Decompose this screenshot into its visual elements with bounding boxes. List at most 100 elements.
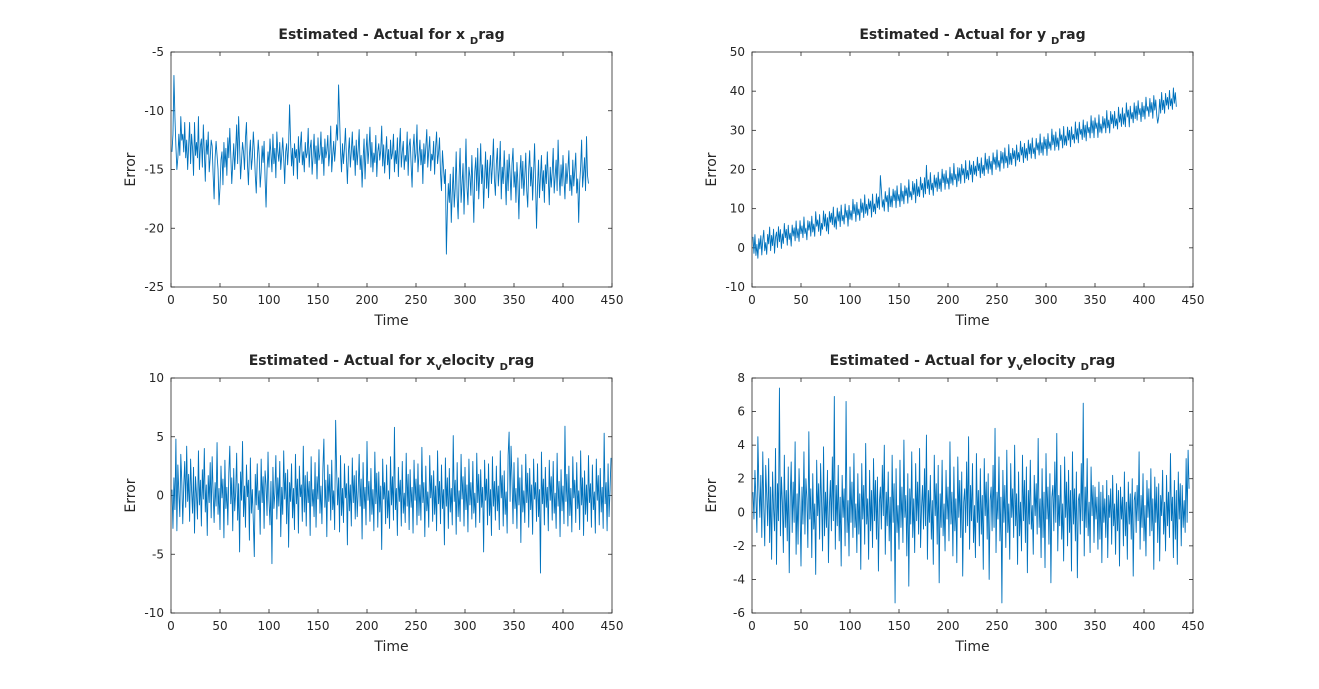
x-tick-label: 350 xyxy=(503,293,526,307)
x-tick-label: 0 xyxy=(748,293,756,307)
chart-panel-2: 0 50 100 150 200 250 300 350 400 450-100102030405… xyxy=(704,27,1204,329)
x-tick-label: 400 xyxy=(1133,619,1156,633)
x-tick-label: 350 xyxy=(1084,619,1107,633)
title-subscript: D xyxy=(500,362,508,373)
title-subscript: D xyxy=(1051,36,1059,47)
title-text: Estimated - Actual for x xyxy=(249,353,436,369)
x-tick-label: 50 xyxy=(793,293,808,307)
x-tick-label: 200 xyxy=(937,293,960,307)
x-tick-label: 300 xyxy=(1035,293,1058,307)
x-tick-label: 200 xyxy=(356,293,379,307)
y-tick-label: -10 xyxy=(144,606,164,620)
y-tick-label: -20 xyxy=(144,221,164,235)
x-tick-label: 50 xyxy=(212,293,227,307)
x-tick-label: 250 xyxy=(405,619,428,633)
plot-area xyxy=(751,51,1194,288)
y-tick-label: -5 xyxy=(152,45,164,59)
x-tick-label: 450 xyxy=(1182,293,1205,307)
y-tick-label: -5 xyxy=(152,547,164,561)
x-tick-label: 50 xyxy=(793,619,808,633)
chart-panel-1: 0 50 100 150 200 250 300 350 400 450 -25 -20 -15 -10 -… xyxy=(123,27,623,329)
x-tick-label: 400 xyxy=(552,293,575,307)
title-text: rag xyxy=(1059,27,1085,43)
y-tick-label: 10 xyxy=(149,371,164,385)
y-tick-label: 6 xyxy=(737,405,745,419)
y-tick-label: -10 xyxy=(144,104,164,118)
x-tick-label: 400 xyxy=(552,619,575,633)
title-text: rag xyxy=(1089,353,1115,369)
x-tick-label: 150 xyxy=(888,293,911,307)
x-tick-label: 150 xyxy=(307,293,330,307)
x-tick-label: 150 xyxy=(307,619,330,633)
y-tick-label: 0 xyxy=(737,505,745,519)
x-tick-label: 250 xyxy=(405,293,428,307)
y-tick-label: 30 xyxy=(730,123,745,137)
y-tick-label: -25 xyxy=(144,280,164,294)
series-line xyxy=(752,387,1190,604)
title-text: rag xyxy=(508,353,534,369)
chart-panel-4: 0 50 100 150 200 250 300 350 400 450 -6 -4 -2 0 2 4 6 8 Ti… xyxy=(704,353,1204,655)
y-tick-label: 50 xyxy=(730,45,745,59)
y-tick-label: -6 xyxy=(733,606,745,620)
y-tick-label: 10 xyxy=(730,202,745,216)
title-text: rag xyxy=(478,27,504,43)
x-tick-label: 250 xyxy=(986,619,1009,633)
y-tick-label: 2 xyxy=(737,472,745,486)
x-axis-label: Time xyxy=(373,313,408,329)
y-tick-label: 4 xyxy=(737,438,745,452)
series-line xyxy=(171,419,612,574)
y-tick-label: 40 xyxy=(730,84,745,98)
title-subscript: D xyxy=(1081,362,1089,373)
series-line xyxy=(171,75,589,255)
x-tick-label: 350 xyxy=(1084,293,1107,307)
x-tick-label: 300 xyxy=(454,293,477,307)
x-tick-label: 250 xyxy=(986,293,1009,307)
y-tick-label: 5 xyxy=(156,430,164,444)
y-tick-label: -2 xyxy=(733,539,745,553)
x-tick-label: 450 xyxy=(601,293,624,307)
y-tick-label: 20 xyxy=(730,163,745,177)
y-axis-label: Error xyxy=(123,478,139,512)
x-tick-label: 100 xyxy=(258,293,281,307)
title-text: elocity xyxy=(442,353,500,369)
y-axis-label: Error xyxy=(704,478,720,512)
title-subscript: D xyxy=(470,36,478,47)
x-tick-label: 0 xyxy=(167,293,175,307)
x-tick-label: 350 xyxy=(503,619,526,633)
x-axis-label: Time xyxy=(954,313,989,329)
title-text: Estimated - Actual for y xyxy=(859,27,1051,43)
x-tick-label: 0 xyxy=(167,619,175,633)
x-tick-label: 50 xyxy=(212,619,227,633)
chart-title: Estimated - Actual for y Drag xyxy=(859,27,1085,47)
x-tick-label: 100 xyxy=(839,619,862,633)
x-tick-label: 100 xyxy=(839,293,862,307)
chart-title: Estimated - Actual for yvelocity Drag xyxy=(830,353,1116,373)
chart-title: Estimated - Actual for x Drag xyxy=(278,27,504,47)
x-tick-label: 100 xyxy=(258,619,281,633)
y-axis-label: Error xyxy=(704,152,720,186)
y-axis-label: Error xyxy=(123,152,139,186)
title-text: elocity xyxy=(1023,353,1081,369)
y-tick-label: 8 xyxy=(737,371,745,385)
x-tick-label: 450 xyxy=(601,619,624,633)
y-tick-label: 0 xyxy=(737,241,745,255)
title-subscript: v xyxy=(1016,362,1023,373)
y-tick-label: 0 xyxy=(156,489,164,503)
title-text: Estimated - Actual for y xyxy=(830,353,1017,369)
x-tick-label: 200 xyxy=(937,619,960,633)
y-tick-label: -4 xyxy=(733,572,745,586)
y-tick-label: -15 xyxy=(144,163,164,177)
x-axis-label: Time xyxy=(954,639,989,655)
y-tick-label: -10 xyxy=(725,280,745,294)
series-line xyxy=(752,87,1177,259)
x-tick-label: 300 xyxy=(454,619,477,633)
x-tick-label: 200 xyxy=(356,619,379,633)
x-tick-label: 300 xyxy=(1035,619,1058,633)
x-tick-label: 450 xyxy=(1182,619,1205,633)
chart-title: Estimated - Actual for xvelocity Drag xyxy=(249,353,535,373)
x-tick-label: 400 xyxy=(1133,293,1156,307)
x-tick-label: 150 xyxy=(888,619,911,633)
x-tick-label: 0 xyxy=(748,619,756,633)
x-axis-label: Time xyxy=(373,639,408,655)
